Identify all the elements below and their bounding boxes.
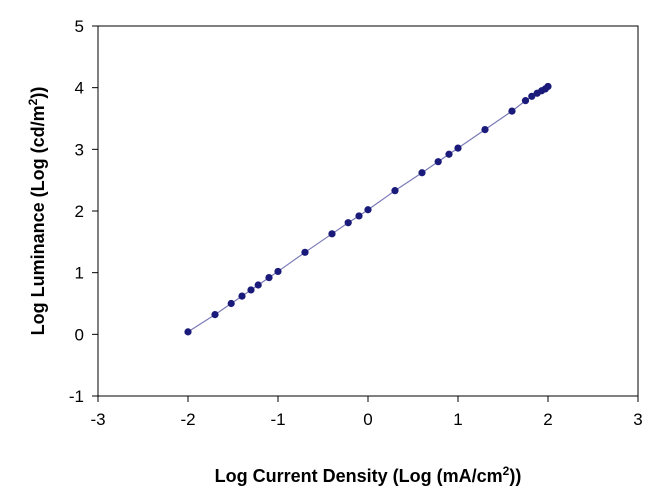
x-axis-ticks: -3 -2 -1 0 1 2 3 <box>90 396 643 429</box>
data-point <box>211 311 219 319</box>
data-point <box>238 292 246 300</box>
data-point <box>355 212 363 220</box>
data-point <box>328 230 336 238</box>
y-tick-label: 0 <box>75 325 84 344</box>
x-tick-label: -1 <box>270 410 285 429</box>
data-point <box>265 274 273 282</box>
x-tick-label: 1 <box>453 410 462 429</box>
y-tick-label: 4 <box>75 79 84 98</box>
y-tick-label: 2 <box>75 202 84 221</box>
data-point <box>184 328 192 336</box>
x-tick-label: -3 <box>90 410 105 429</box>
data-point <box>454 144 462 152</box>
data-point <box>481 126 489 134</box>
x-axis-title: Log Current Density (Log (mA/cm2)) <box>215 464 522 486</box>
data-point <box>445 150 453 158</box>
data-point <box>247 286 255 294</box>
x-tick-label: 0 <box>363 410 372 429</box>
y-tick-label: 3 <box>75 140 84 159</box>
x-tick-label: -2 <box>180 410 195 429</box>
data-point <box>344 219 352 227</box>
data-point <box>528 92 536 100</box>
data-point <box>254 281 262 289</box>
data-point <box>274 267 282 276</box>
data-points <box>184 82 552 336</box>
y-tick-label: -1 <box>69 387 84 406</box>
data-point <box>364 206 372 214</box>
y-axis-title: Log Luminance (Log (cd/m2)) <box>26 87 48 336</box>
data-point <box>301 248 309 256</box>
data-point <box>508 107 516 115</box>
y-tick-label: 1 <box>75 264 84 283</box>
x-tick-label: 2 <box>543 410 552 429</box>
data-point <box>521 97 530 105</box>
x-tick-label: 3 <box>633 410 642 429</box>
data-point <box>227 299 235 308</box>
y-axis-ticks: -1 0 1 2 3 4 5 <box>69 17 98 406</box>
y-tick-label: 5 <box>75 17 84 36</box>
data-point <box>418 169 426 177</box>
data-point <box>391 187 399 195</box>
data-point <box>544 82 552 91</box>
data-point <box>434 158 442 166</box>
